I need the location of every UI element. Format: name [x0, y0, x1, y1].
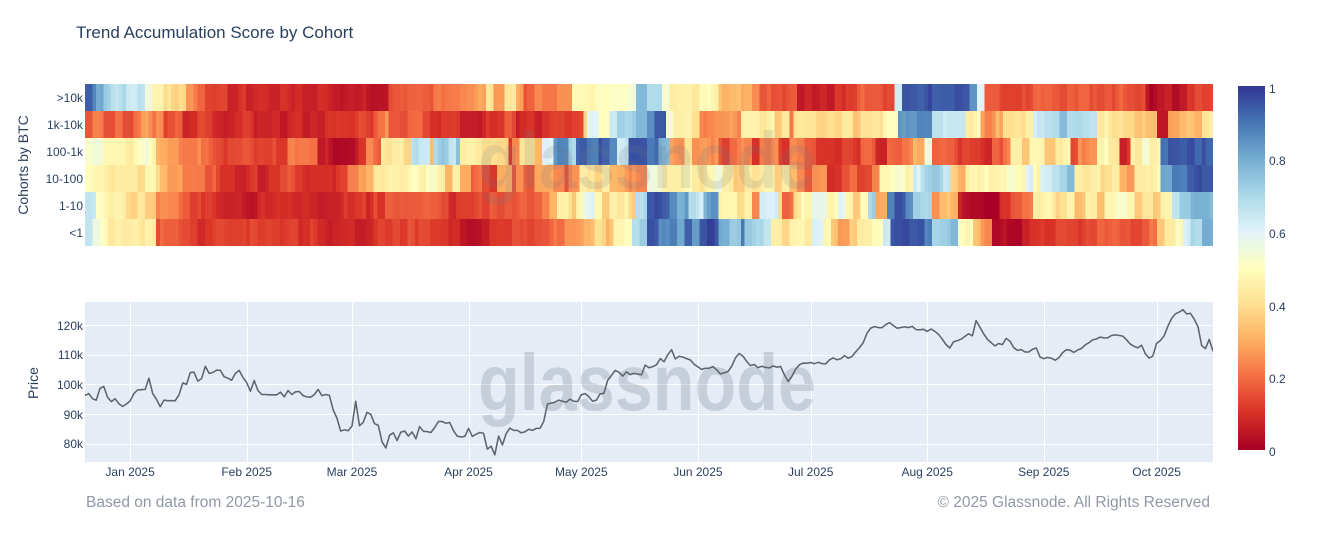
svg-text:glassnode: glassnode — [478, 116, 816, 205]
svg-text:glassnode: glassnode — [478, 338, 816, 427]
